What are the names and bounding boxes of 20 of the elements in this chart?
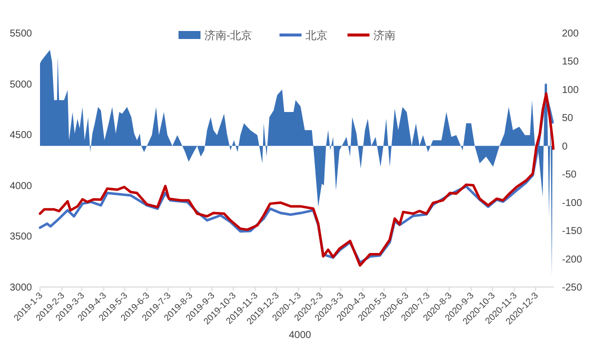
y2-tick-label: 150: [562, 56, 580, 68]
y-tick-label: 3000: [10, 282, 32, 294]
y-tick-label: 3500: [10, 232, 32, 243]
y-tick-label: 5500: [10, 28, 32, 40]
y2-tick-label: -50: [562, 170, 577, 181]
y2-tick-label: -100: [562, 198, 582, 209]
y2-tick-label: -250: [562, 282, 582, 294]
y2-tick-label: -150: [562, 226, 582, 238]
y2-tick-label: 0: [562, 141, 568, 152]
y2-tick-label: 50: [562, 113, 574, 124]
y-tick-label: 5000: [10, 79, 32, 90]
legend-label: 济南: [374, 29, 396, 42]
y-tick-label: 4500: [10, 130, 32, 142]
legend-label: 北京: [306, 29, 328, 42]
text: 4000: [288, 330, 312, 341]
y2-tick-label: 100: [562, 84, 580, 96]
legend-label: 济南-北京: [204, 29, 252, 42]
y2-tick-label: 200: [562, 28, 580, 40]
y2-tick-label: -200: [562, 254, 582, 266]
y-tick-label: 4000: [10, 180, 32, 192]
